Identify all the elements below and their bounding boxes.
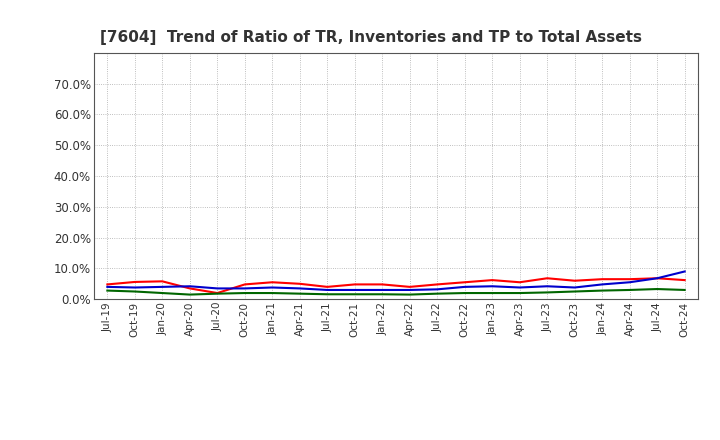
Trade Payables xyxy=(433,291,441,296)
Trade Receivables xyxy=(323,284,332,290)
Trade Receivables xyxy=(570,278,579,283)
Inventories xyxy=(268,285,276,290)
Trade Payables xyxy=(516,290,524,296)
Trade Receivables xyxy=(488,278,497,283)
Trade Receivables xyxy=(653,275,662,281)
Trade Receivables xyxy=(158,279,166,284)
Trade Payables xyxy=(378,292,387,297)
Trade Receivables xyxy=(351,282,359,287)
Trade Payables xyxy=(323,292,332,297)
Trade Payables xyxy=(626,287,634,293)
Inventories xyxy=(516,285,524,290)
Trade Payables xyxy=(653,286,662,292)
Inventories xyxy=(323,287,332,293)
Trade Receivables xyxy=(460,280,469,285)
Inventories xyxy=(460,284,469,290)
Trade Payables xyxy=(295,291,304,296)
Trade Receivables xyxy=(378,282,387,287)
Inventories xyxy=(680,269,689,274)
Inventories xyxy=(378,287,387,293)
Trade Receivables xyxy=(295,281,304,286)
Inventories xyxy=(158,284,166,290)
Trade Payables xyxy=(186,292,194,297)
Inventories xyxy=(543,284,552,289)
Trade Payables xyxy=(240,290,249,296)
Trade Payables xyxy=(213,291,222,296)
Line: Trade Receivables: Trade Receivables xyxy=(107,278,685,293)
Trade Payables xyxy=(570,289,579,294)
Inventories xyxy=(103,284,112,290)
Text: [7604]  Trend of Ratio of TR, Inventories and TP to Total Assets: [7604] Trend of Ratio of TR, Inventories… xyxy=(99,29,642,45)
Inventories xyxy=(186,284,194,289)
Trade Payables xyxy=(158,290,166,296)
Trade Receivables xyxy=(186,286,194,291)
Inventories xyxy=(433,287,441,292)
Trade Receivables xyxy=(240,282,249,287)
Inventories xyxy=(626,280,634,285)
Trade Payables xyxy=(405,292,414,297)
Trade Payables xyxy=(488,290,497,296)
Inventories xyxy=(295,286,304,291)
Trade Receivables xyxy=(626,277,634,282)
Trade Payables xyxy=(680,287,689,293)
Trade Payables xyxy=(103,288,112,293)
Trade Receivables xyxy=(405,284,414,290)
Trade Payables xyxy=(351,292,359,297)
Trade Payables xyxy=(598,288,606,293)
Line: Trade Payables: Trade Payables xyxy=(107,289,685,295)
Inventories xyxy=(598,282,606,287)
Inventories xyxy=(405,287,414,293)
Trade Receivables xyxy=(130,279,139,285)
Trade Payables xyxy=(543,290,552,295)
Trade Receivables xyxy=(268,280,276,285)
Inventories xyxy=(488,284,497,289)
Trade Receivables xyxy=(543,275,552,281)
Inventories xyxy=(240,286,249,291)
Trade Receivables xyxy=(103,282,112,287)
Line: Inventories: Inventories xyxy=(107,271,685,290)
Inventories xyxy=(213,286,222,291)
Inventories xyxy=(653,275,662,281)
Trade Payables xyxy=(130,289,139,294)
Trade Receivables xyxy=(680,278,689,283)
Trade Payables xyxy=(268,290,276,296)
Inventories xyxy=(351,287,359,293)
Trade Receivables xyxy=(598,277,606,282)
Inventories xyxy=(130,285,139,290)
Trade Receivables xyxy=(516,280,524,285)
Inventories xyxy=(570,285,579,290)
Trade Receivables xyxy=(213,290,222,296)
Trade Receivables xyxy=(433,282,441,287)
Trade Payables xyxy=(460,290,469,296)
